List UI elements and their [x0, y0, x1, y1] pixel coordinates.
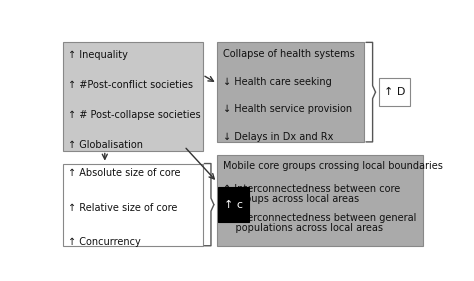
Text: ↑ c: ↑ c [224, 200, 243, 210]
Text: ↓ Health service provision: ↓ Health service provision [223, 105, 352, 114]
Text: ↑ Interconnectedness between general: ↑ Interconnectedness between general [223, 214, 416, 223]
Text: ↑ Relative size of core: ↑ Relative size of core [68, 203, 178, 212]
Text: ↓ Delays in Dx and Rx: ↓ Delays in Dx and Rx [223, 132, 333, 142]
Text: ↑ D: ↑ D [384, 87, 406, 97]
Text: ↑ Inequality: ↑ Inequality [68, 50, 128, 60]
Text: ↑ # Post-collapse societies: ↑ # Post-collapse societies [68, 110, 201, 120]
FancyBboxPatch shape [217, 42, 364, 142]
Text: ↓ Health care seeking: ↓ Health care seeking [223, 77, 331, 87]
FancyBboxPatch shape [218, 187, 249, 222]
Text: ↑ Concurrency: ↑ Concurrency [68, 237, 141, 247]
Text: populations across local areas: populations across local areas [223, 223, 383, 233]
FancyBboxPatch shape [379, 78, 410, 106]
Text: groups across local areas: groups across local areas [223, 194, 359, 203]
FancyBboxPatch shape [63, 164, 202, 246]
Text: ↑ Absolute size of core: ↑ Absolute size of core [68, 168, 181, 178]
Text: Collapse of health systems: Collapse of health systems [223, 49, 355, 59]
Text: ↑ Interconnectedness between core: ↑ Interconnectedness between core [223, 184, 400, 194]
Text: ↑ #Post-conflict societies: ↑ #Post-conflict societies [68, 80, 193, 90]
Text: Mobile core groups crossing local boundaries: Mobile core groups crossing local bounda… [223, 161, 443, 171]
FancyBboxPatch shape [217, 155, 423, 246]
Text: ↑ Globalisation: ↑ Globalisation [68, 140, 144, 150]
FancyBboxPatch shape [63, 42, 202, 151]
